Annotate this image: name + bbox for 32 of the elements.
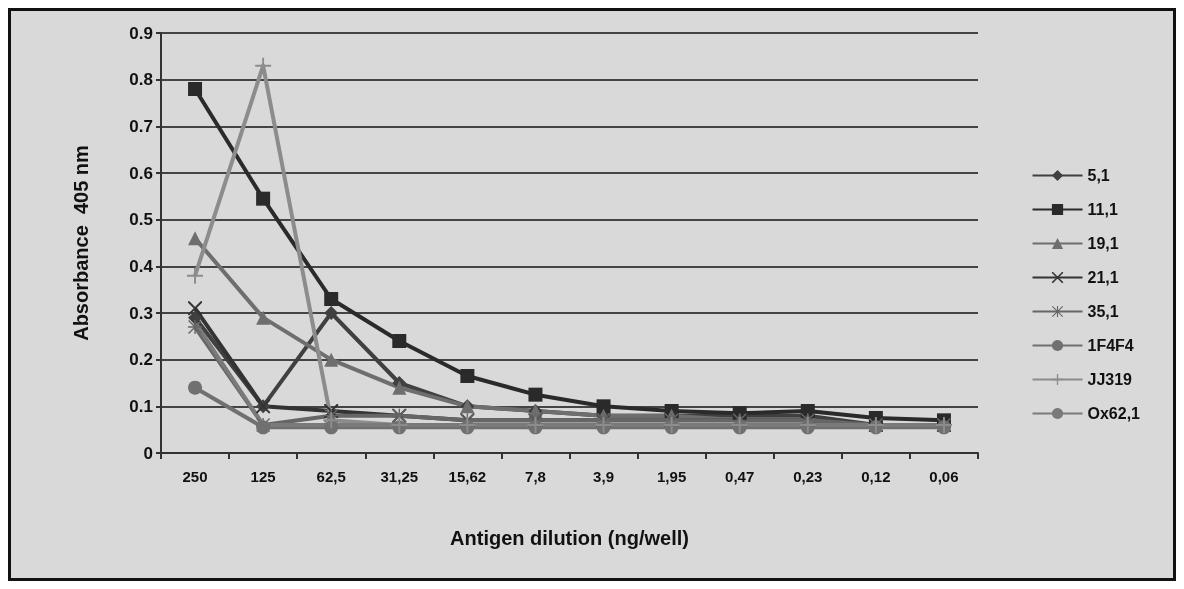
x-tick-label: 0,47 — [725, 468, 755, 485]
x-tick-label: 1,95 — [657, 468, 687, 485]
y-tick-label: 0.3 — [129, 303, 153, 323]
y-tick-label: 0.1 — [129, 396, 153, 416]
x-tick-label: 15,62 — [448, 468, 487, 485]
x-tick-label: 62,5 — [316, 468, 346, 485]
y-tick-label: 0.2 — [129, 350, 153, 370]
x-tick-label: 31,25 — [380, 468, 419, 485]
x-tick-label: 0,12 — [861, 468, 891, 485]
legend-label: 19,1 — [1087, 235, 1119, 252]
y-tick-label: 0.8 — [129, 70, 153, 90]
legend-label: 35,1 — [1087, 303, 1119, 320]
legend-label: 5,1 — [1087, 167, 1110, 184]
legend-label: Ox62,1 — [1087, 405, 1141, 422]
legend-label: 21,1 — [1087, 269, 1119, 286]
x-tick-label: 0,06 — [929, 468, 959, 485]
x-tick-label: 3,9 — [593, 468, 614, 485]
x-tick-label: 250 — [182, 468, 208, 485]
y-axis-title: Absorbance 405 nm — [70, 145, 92, 341]
legend-label: 11,1 — [1087, 201, 1118, 218]
y-tick-label: 0.6 — [129, 163, 153, 183]
y-tick-label: 0.7 — [129, 116, 153, 136]
legend-label: 1F4F4 — [1087, 337, 1134, 354]
y-tick-label: 0.5 — [129, 210, 153, 230]
y-tick-label: 0.9 — [129, 23, 153, 43]
y-tick-label: 0 — [143, 443, 153, 463]
x-tick-label: 7,8 — [525, 468, 546, 485]
legend-label: JJ319 — [1087, 371, 1133, 388]
x-tick-label: 125 — [250, 468, 276, 485]
y-tick-label: 0.4 — [129, 256, 154, 276]
x-axis-title: Antigen dilution (ng/well) — [450, 527, 689, 549]
x-tick-label: 0,23 — [793, 468, 823, 485]
